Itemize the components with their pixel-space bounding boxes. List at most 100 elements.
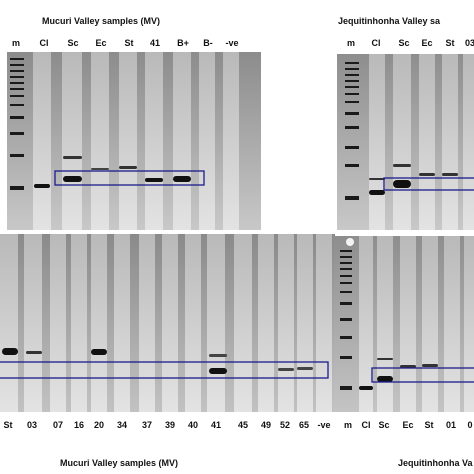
lane-label: 41 xyxy=(149,38,161,48)
highlight-box xyxy=(383,177,474,191)
gel-band xyxy=(393,164,411,167)
lane-label: Cl xyxy=(361,420,371,430)
gel-lane xyxy=(369,54,385,230)
ladder-band xyxy=(340,336,352,339)
gel-band xyxy=(119,166,137,169)
lane-label: Ec xyxy=(421,38,433,48)
ladder-band xyxy=(345,126,359,129)
gel-lane xyxy=(145,52,163,230)
lane-label: Ec xyxy=(402,420,414,430)
gel-lane xyxy=(377,236,393,412)
gel-image-bottom-right xyxy=(334,236,474,412)
lane-label: 39 xyxy=(164,420,176,430)
gel-lane xyxy=(62,52,82,230)
lane-label: 49 xyxy=(260,420,272,430)
gel-lane xyxy=(0,234,18,412)
gel-lane xyxy=(464,236,474,412)
gel-lanes xyxy=(33,52,239,230)
lane-label: 03 xyxy=(464,38,474,48)
lane-label: 65 xyxy=(298,420,310,430)
lane-label: B+ xyxy=(177,38,189,48)
ladder-bands xyxy=(340,250,352,390)
gel-lane xyxy=(316,234,332,412)
lane-label: 40 xyxy=(187,420,199,430)
sample-bands xyxy=(2,348,313,374)
gel-lane xyxy=(442,54,458,230)
lane-label: 45 xyxy=(237,420,249,430)
gel-lane xyxy=(207,234,225,412)
gel-band xyxy=(393,180,411,188)
gel-band xyxy=(63,156,82,159)
ladder-band xyxy=(345,164,359,167)
gel-band xyxy=(422,364,438,367)
gel-image-top-right xyxy=(337,54,474,230)
lane-label: Cl xyxy=(371,38,381,48)
lane-label: 52 xyxy=(279,420,291,430)
lane-label: m xyxy=(343,420,353,430)
lane-label: B- xyxy=(203,38,213,48)
ladder-band xyxy=(340,318,352,321)
ladder-band xyxy=(345,86,359,88)
sample-bands xyxy=(369,164,458,195)
gel-lane xyxy=(162,234,178,412)
lane-label: 0 xyxy=(467,420,473,430)
ladder-band xyxy=(10,186,24,190)
ladder-band xyxy=(345,80,359,82)
lane-label: 03 xyxy=(26,420,38,430)
gel-lane xyxy=(278,234,294,412)
gel-lane xyxy=(393,54,411,230)
lane-label: Ec xyxy=(95,38,107,48)
gel-lane xyxy=(114,234,130,412)
ladder-band xyxy=(345,196,359,200)
sample-bands xyxy=(359,358,438,390)
ladder-band xyxy=(340,291,352,293)
lane-label: m xyxy=(11,38,21,48)
ladder-band xyxy=(10,70,24,72)
gel-title-bottom-right: Jequitinhonha Va xyxy=(398,458,473,468)
gel-lane xyxy=(223,52,239,230)
ladder-bands xyxy=(10,58,24,190)
lane-label: Sc xyxy=(67,38,79,48)
gel-band xyxy=(209,368,227,374)
gel-lane xyxy=(422,236,438,412)
gel-lane xyxy=(444,236,460,412)
gel-well-marker xyxy=(346,238,354,246)
gel-band xyxy=(369,178,385,180)
gel-band xyxy=(377,376,393,382)
highlight-box xyxy=(0,361,329,379)
gel-band xyxy=(34,184,50,188)
lane-label: 07 xyxy=(52,420,64,430)
lane-label: 20 xyxy=(93,420,105,430)
gel-band xyxy=(369,190,385,195)
gel-lane xyxy=(139,234,155,412)
ladder-bands xyxy=(345,62,359,200)
ladder-band xyxy=(10,132,24,135)
gel-lane xyxy=(199,52,215,230)
sample-bands xyxy=(34,156,191,188)
lane-label: -ve xyxy=(225,38,239,48)
ladder-band xyxy=(10,116,24,119)
lane-label: m xyxy=(346,38,356,48)
ladder-band xyxy=(345,146,359,149)
highlight-box xyxy=(371,367,474,383)
lane-label: Sc xyxy=(378,420,390,430)
ladder-band xyxy=(345,93,359,95)
gel-image-bottom-left xyxy=(0,234,335,412)
gel-band xyxy=(26,351,42,354)
gel-lane xyxy=(173,52,191,230)
gel-band xyxy=(2,348,18,355)
ladder-band xyxy=(340,282,352,284)
gel-band xyxy=(63,176,82,182)
gel-lane xyxy=(50,234,66,412)
ladder-band xyxy=(10,154,24,157)
gel-lane xyxy=(359,236,373,412)
ladder-band xyxy=(10,95,24,97)
gel-lane xyxy=(71,234,87,412)
gel-band xyxy=(359,386,373,390)
gel-lane xyxy=(463,54,474,230)
ladder-band xyxy=(340,256,352,258)
gel-title-top-right: Jequitinhonha Valley sa xyxy=(338,16,441,26)
lane-label: 16 xyxy=(73,420,85,430)
lane-label: 01 xyxy=(445,420,457,430)
gel-lane xyxy=(400,236,416,412)
